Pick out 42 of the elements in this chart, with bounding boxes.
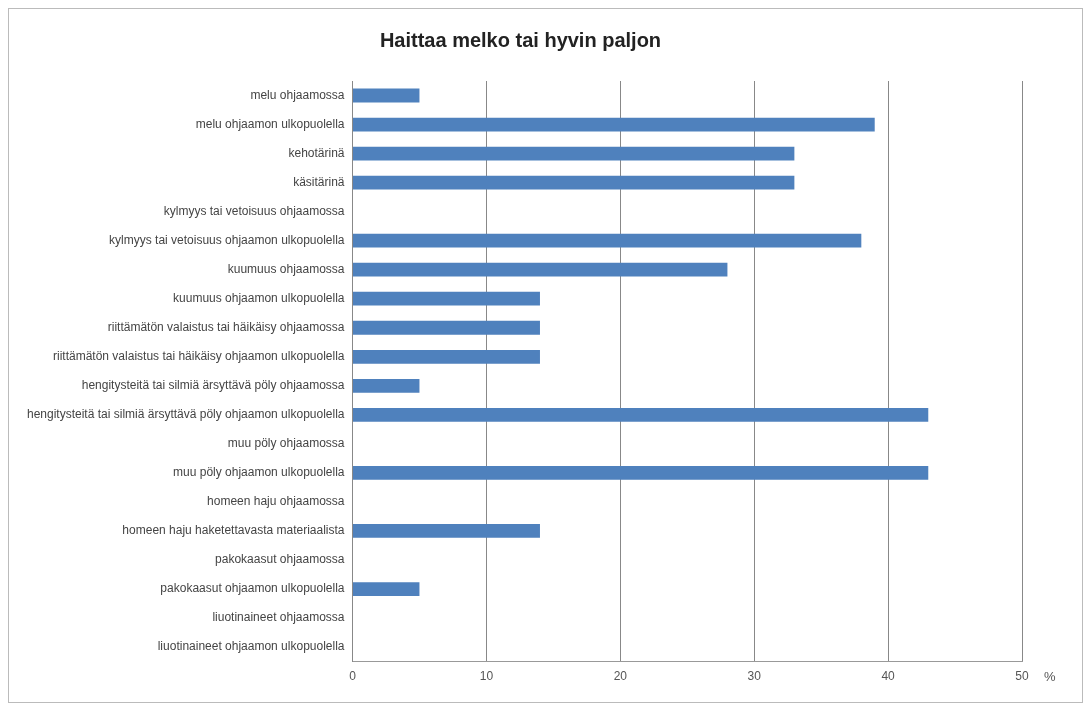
y-tick-label: kylmyys tai vetoisuus ohjaamon ulkopuolella xyxy=(109,232,345,247)
bar xyxy=(353,233,862,248)
y-tick-label: liuotinaineet ohjaamon ulkopuolella xyxy=(157,639,345,654)
y-tick-label: kuumuus ohjaamossa xyxy=(227,262,345,277)
x-tick-label: 50 xyxy=(1015,669,1029,684)
y-tick-label: melu ohjaamon ulkopuolella xyxy=(195,116,345,131)
x-tick-label: 10 xyxy=(479,669,494,684)
x-axis-title: % xyxy=(1044,669,1056,685)
y-tick-label: hengitysteitä tai silmiä ärsyttävä pöly ohjaamon ulkopuolella xyxy=(26,407,345,422)
bar xyxy=(353,524,540,538)
y-tick-label: homeen haju ohjaamossa xyxy=(207,494,345,509)
y-tick-label: kehotärinä xyxy=(288,145,345,160)
bar xyxy=(353,320,540,335)
y-tick-label: muu pöly ohjaamon ulkopuolella xyxy=(173,465,345,480)
y-tick-label: riittämätön valaistus tai häikäisy ohjaamon ulkopuolella xyxy=(53,349,345,364)
bar xyxy=(353,175,795,190)
y-tick-label: riittämätön valaistus tai häikäisy ohjaamossa xyxy=(107,320,345,335)
y-tick-label: kylmyys tai vetoisuus ohjaamossa xyxy=(163,203,345,218)
bar xyxy=(353,146,795,161)
chart-title: Haittaa melko tai hyvin paljon xyxy=(379,28,662,51)
y-tick-label: kuumuus ohjaamon ulkopuolella xyxy=(173,291,345,306)
bar xyxy=(353,407,929,422)
y-tick-label: melu ohjaamossa xyxy=(250,87,345,102)
y-tick-label: pakokaasut ohjaamossa xyxy=(215,552,345,567)
y-tick-label: muu pöly ohjaamossa xyxy=(227,436,345,451)
x-tick-label: 40 xyxy=(881,669,896,684)
bar xyxy=(353,262,728,277)
bar xyxy=(353,88,420,103)
y-tick-label: liuotinaineet ohjaamossa xyxy=(212,610,345,625)
bar xyxy=(353,291,540,306)
bar xyxy=(353,466,929,480)
x-tick-label: 30 xyxy=(747,669,762,684)
y-tick-label: hengitysteitä tai silmiä ärsyttävä pöly ohjaamossa xyxy=(81,378,345,393)
y-tick-label: homeen haju haketettavasta materiaalista xyxy=(122,523,345,538)
bar xyxy=(353,349,540,364)
x-tick-label: 0 xyxy=(349,669,357,684)
bar xyxy=(353,582,420,596)
bar xyxy=(353,378,420,393)
x-tick-label: 20 xyxy=(613,669,628,684)
y-tick-label: pakokaasut ohjaamon ulkopuolella xyxy=(160,581,345,596)
bar xyxy=(353,117,875,132)
y-tick-label: käsitärinä xyxy=(293,174,345,189)
